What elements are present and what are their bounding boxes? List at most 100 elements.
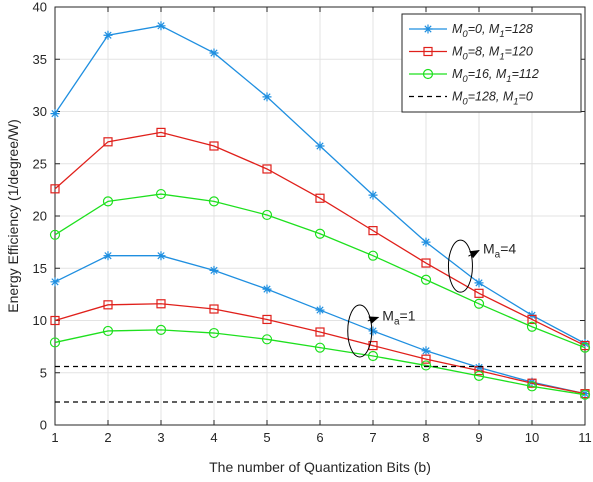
- data-point: [102, 196, 114, 207]
- data-point: [579, 389, 591, 400]
- data-point: [473, 298, 485, 309]
- annotation-ellipse: [347, 304, 373, 358]
- legend-entry: M0=0, M1=128: [409, 22, 533, 40]
- data-point: [579, 342, 591, 353]
- x-tick-label: 4: [210, 430, 217, 445]
- data-point: [315, 193, 325, 203]
- data-point: [527, 314, 537, 325]
- data-point: [421, 258, 431, 268]
- data-point: [156, 251, 166, 261]
- series-m0-16-ma1: [49, 324, 591, 400]
- data-point: [103, 137, 113, 147]
- data-point: [209, 48, 219, 58]
- data-point: [208, 327, 220, 339]
- data-point: [50, 184, 60, 194]
- data-point: [474, 288, 484, 298]
- annotation-ellipse: [447, 239, 473, 293]
- y-tick-label: 40: [33, 0, 47, 15]
- annotation-label: Ma=1: [382, 307, 415, 327]
- data-point: [262, 92, 272, 102]
- legend: M0=0, M1=128 M0=8, M1=120 M0=16, M1=112 M0=…: [401, 13, 582, 113]
- data-point: [156, 21, 166, 31]
- y-tick-label: 0: [40, 418, 47, 433]
- annotation-ma4: Ma=4: [447, 239, 516, 293]
- series-line: [54, 131, 586, 347]
- data-point: [50, 109, 60, 119]
- y-tick-label: 5: [40, 365, 47, 380]
- data-point: [421, 354, 431, 364]
- data-point: [208, 196, 220, 207]
- data-point: [50, 277, 60, 287]
- legend-marker: [423, 24, 433, 34]
- data-point: [368, 226, 378, 236]
- annotation-arrow: [468, 250, 480, 259]
- legend-entry: M0=128, M1=0: [409, 90, 533, 108]
- data-point: [368, 340, 378, 351]
- data-point: [474, 363, 484, 373]
- legend-entry: M0=8, M1=120: [409, 45, 533, 63]
- data-point: [156, 299, 166, 309]
- data-point: [261, 334, 273, 345]
- annotation-label: Ma=4: [483, 240, 516, 260]
- x-tick-label: 8: [422, 430, 429, 445]
- data-point: [368, 326, 378, 336]
- legend-entry: M0=16, M1=112: [409, 67, 539, 85]
- data-point: [209, 265, 219, 275]
- legend-label: M0=8, M1=120: [452, 45, 533, 63]
- data-point: [262, 284, 272, 294]
- x-axis-label: The number of Quantization Bits (b): [209, 459, 431, 475]
- data-point: [102, 325, 114, 337]
- legend-marker: [423, 46, 433, 57]
- series-line: [54, 193, 586, 349]
- x-tick-label: 3: [157, 430, 164, 445]
- data-point: [103, 30, 113, 40]
- data-point: [209, 141, 219, 151]
- data-point: [315, 141, 325, 151]
- annotation-ma1: Ma=1: [347, 304, 416, 358]
- data-series: [49, 21, 591, 403]
- data-point: [262, 164, 272, 174]
- y-tick-label: 15: [33, 261, 47, 276]
- data-point: [50, 315, 60, 326]
- x-tick-label: 1: [51, 430, 58, 445]
- data-point: [367, 350, 379, 362]
- y-tick-label: 20: [33, 209, 47, 224]
- data-point: [473, 370, 485, 381]
- legend-label: M0=16, M1=112: [452, 67, 539, 85]
- x-tick-label: 10: [525, 430, 539, 445]
- data-point: [261, 209, 273, 221]
- data-point: [526, 321, 538, 332]
- x-tick-label: 5: [263, 430, 270, 445]
- y-tick-label: 30: [33, 104, 47, 119]
- y-tick-label: 25: [33, 156, 47, 171]
- x-tick-label: 2: [104, 430, 111, 445]
- data-point: [367, 250, 379, 261]
- series-m0-8: [50, 127, 590, 351]
- data-point: [156, 127, 166, 137]
- data-point: [315, 327, 325, 337]
- data-point: [526, 381, 538, 392]
- data-point: [155, 188, 167, 200]
- data-point: [315, 305, 325, 315]
- data-point: [103, 300, 113, 310]
- data-point: [420, 274, 432, 285]
- data-point: [49, 229, 61, 240]
- data-point: [420, 360, 432, 371]
- legend-label: M0=128, M1=0: [452, 90, 533, 108]
- data-point: [421, 237, 431, 247]
- legend-box: [401, 13, 582, 113]
- data-point: [209, 304, 219, 314]
- data-point: [368, 190, 378, 200]
- data-point: [155, 324, 167, 336]
- annotations: Ma=1 Ma=4: [347, 239, 516, 358]
- data-point: [49, 337, 61, 348]
- data-point: [314, 228, 326, 239]
- y-tick-label: 10: [33, 313, 47, 328]
- data-point: [103, 251, 113, 261]
- data-point: [262, 314, 272, 325]
- x-tick-label: 7: [369, 430, 376, 445]
- data-point: [421, 346, 431, 356]
- data-point: [314, 342, 326, 353]
- x-tick-label: 6: [316, 430, 323, 445]
